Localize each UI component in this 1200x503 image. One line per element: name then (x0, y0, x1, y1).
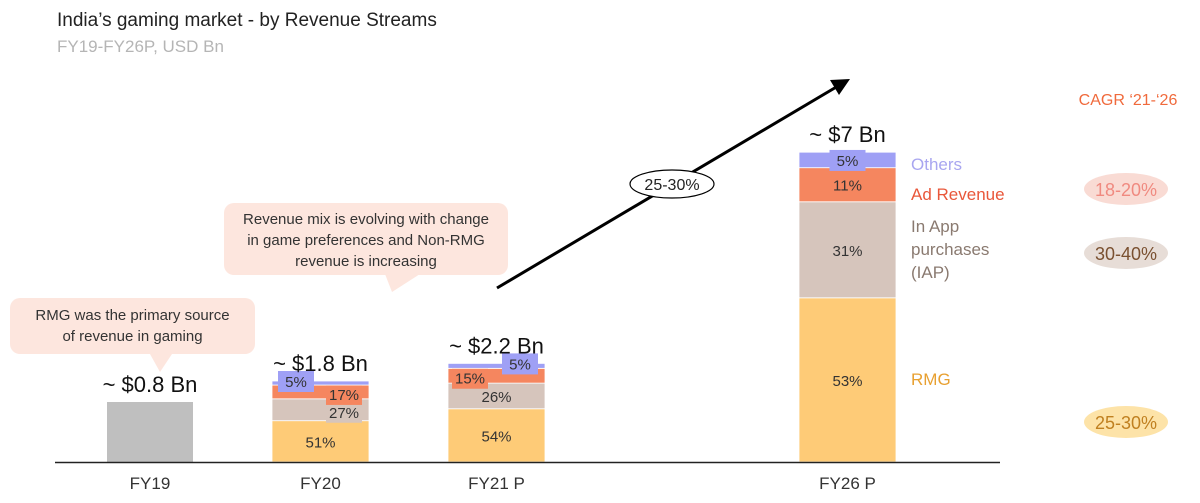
cagr-value: 25-30% (1095, 413, 1157, 433)
data-label: 53% (832, 373, 862, 390)
legend-rmg: RMG (911, 370, 951, 389)
callout-tail (150, 354, 172, 372)
x-tick-label: FY26 P (819, 474, 876, 493)
annotation-rmg: RMG was the primary source of revenue in… (10, 298, 255, 354)
data-label-bg (829, 149, 866, 171)
chart-title: India’s gaming market - by Revenue Strea… (57, 10, 437, 31)
data-label: 5% (509, 356, 531, 373)
annotation-mix: Revenue mix is evolving with change in g… (224, 203, 508, 275)
callout-tail (385, 274, 420, 292)
annotation-text: RMG was the primary source of revenue in… (35, 307, 230, 345)
total-label: ~ $7 Bn (809, 122, 885, 147)
data-label: 11% (833, 178, 862, 195)
x-tick-label: FY20 (300, 474, 341, 493)
bar-segment (447, 408, 546, 463)
bar-segment (798, 167, 897, 203)
growth-label-ellipse (629, 169, 715, 199)
cagr-value: 30-40% (1095, 244, 1157, 264)
cagr-pill (1084, 237, 1168, 269)
bar-segment (271, 380, 370, 386)
chart-subtitle: FY19-FY26P, USD Bn (57, 37, 224, 56)
data-label-bg (452, 367, 488, 389)
data-label: 51% (305, 434, 335, 451)
bar-segment (447, 362, 546, 369)
data-label: 5% (285, 374, 307, 391)
data-label: 5% (837, 153, 859, 170)
total-label: ~ $1.8 Bn (273, 351, 368, 376)
data-label-bg (502, 353, 538, 375)
growth-label: 25-30% (644, 177, 699, 194)
annotation-text: Revenue mix is evolving with change in g… (243, 211, 489, 270)
arrow-head-icon (830, 79, 850, 95)
legend-in: In App purchases (IAP) (911, 217, 989, 282)
legend-others: Others (911, 155, 962, 174)
data-label: 26% (481, 389, 511, 406)
data-label-bg (326, 401, 362, 423)
data-label: 27% (329, 405, 359, 422)
x-tick-label: FY19 (130, 474, 171, 493)
x-tick-label: FY21 P (468, 474, 525, 493)
total-label: ~ $0.8 Bn (103, 372, 198, 397)
total-label: ~ $2.2 Bn (449, 333, 544, 358)
data-label: 54% (481, 428, 511, 445)
cagr-pill (1084, 173, 1168, 205)
legend-ad: Ad Revenue (911, 185, 1005, 204)
data-label-bg (326, 383, 362, 405)
data-label-bg (278, 371, 314, 392)
bar-segment (798, 201, 897, 299)
data-label: 31% (832, 243, 862, 260)
data-label: 17% (329, 387, 359, 404)
cagr-value: 18-20% (1095, 180, 1157, 200)
cagr-title: CAGR ‘21-‘26 (1079, 92, 1178, 109)
bar-FY19 (107, 402, 193, 462)
data-label: 15% (455, 371, 485, 388)
cagr-pill (1084, 406, 1168, 438)
